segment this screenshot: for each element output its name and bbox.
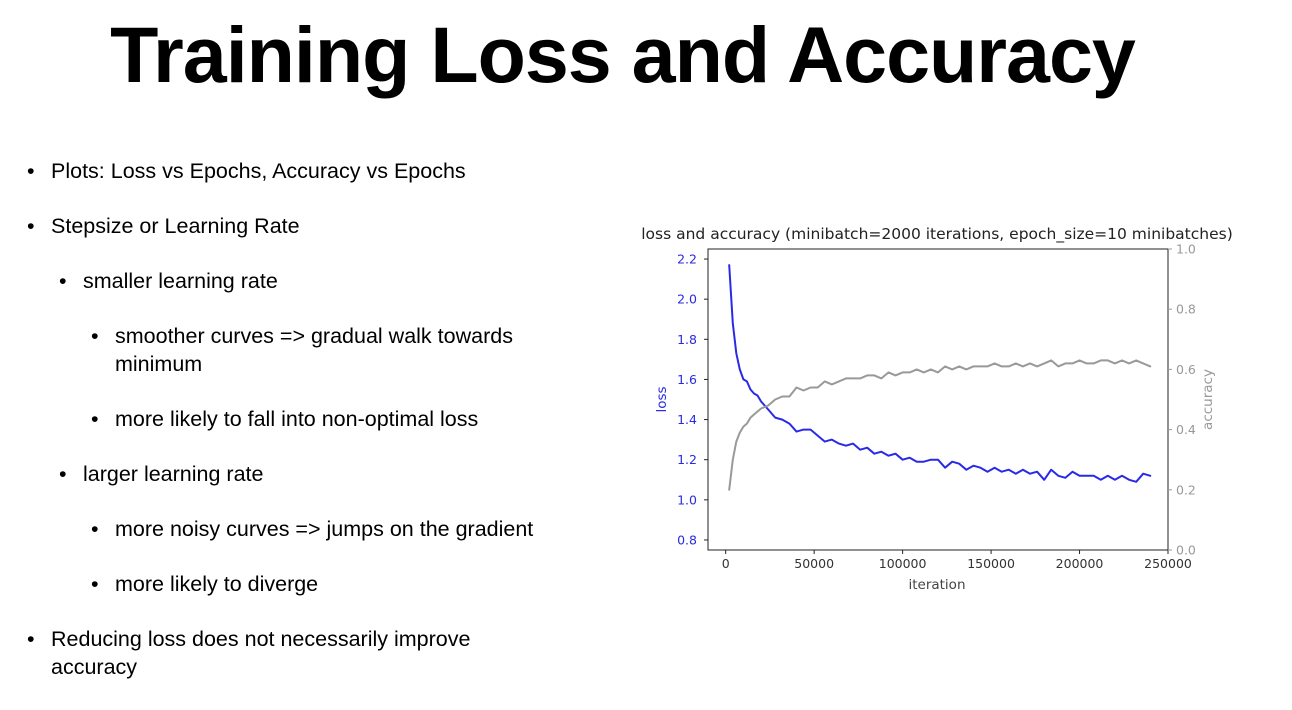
- y-left-tick-label: 1.0: [677, 492, 697, 507]
- chart-title: loss and accuracy (minibatch=2000 iterat…: [641, 225, 1233, 244]
- y-right-tick-label: 1.0: [1176, 242, 1196, 257]
- x-tick-label: 100000: [879, 556, 927, 571]
- loss-accuracy-chart: loss and accuracy (minibatch=2000 iterat…: [600, 215, 1280, 605]
- bullet-item: • more noisy curves => jumps on the grad…: [91, 515, 534, 543]
- y-axis-right: 0.0 0.2 0.4 0.6 0.8 1.0: [1168, 242, 1196, 558]
- bullet-item: • Stepsize or Learning Rate: [27, 212, 300, 240]
- y-right-tick-label: 0.4: [1176, 422, 1196, 437]
- bullet-dot: •: [91, 517, 99, 541]
- x-axis: 0 50000 100000 150000 200000 250000: [722, 550, 1192, 571]
- bullet-item: • Reducing loss does not necessarily imp…: [27, 625, 471, 681]
- bullet-text: Plots: Loss vs Epochs, Accuracy vs Epoch…: [51, 159, 466, 183]
- y-left-tick-label: 1.6: [677, 372, 697, 387]
- y-left-tick-label: 1.2: [677, 452, 697, 467]
- bullet-dot: •: [91, 407, 99, 431]
- y-left-tick-label: 1.8: [677, 332, 697, 347]
- bullet-item: • larger learning rate: [59, 460, 264, 488]
- y-left-tick-label: 1.4: [677, 412, 697, 427]
- bullet-text: smoother curves => gradual walk towards: [115, 324, 513, 348]
- bullet-item: • more likely to fall into non-optimal l…: [91, 405, 479, 433]
- y-right-tick-label: 0.2: [1176, 482, 1196, 497]
- bullet-dot: •: [91, 324, 99, 348]
- series-layer: [728, 264, 1152, 491]
- slide-title: Training Loss and Accuracy: [110, 10, 1136, 99]
- y-left-tick-label: 2.0: [677, 292, 697, 307]
- plot-frame: [707, 248, 1169, 551]
- bullet-dot: •: [59, 269, 67, 293]
- y-left-tick-label: 0.8: [677, 532, 697, 547]
- loss-series-line: [728, 264, 1152, 483]
- bullet-item: • smoother curves => gradual walk toward…: [91, 322, 513, 378]
- bullet-dot: •: [91, 572, 99, 596]
- y-right-tick-label: 0.6: [1176, 362, 1196, 377]
- x-tick-label: 150000: [967, 556, 1015, 571]
- bullet-text: more likely to fall into non-optimal los…: [115, 407, 479, 431]
- bullet-text: smaller learning rate: [83, 269, 278, 293]
- bullet-text: larger learning rate: [83, 462, 264, 486]
- bullet-text: minimum: [115, 352, 203, 376]
- y-axis-right-title: accuracy: [1200, 369, 1216, 430]
- bullet-dot: •: [27, 214, 35, 238]
- x-axis-title: iteration: [908, 577, 965, 593]
- x-tick-label: 0: [722, 556, 730, 571]
- bullet-dot: •: [59, 462, 67, 486]
- y-axis-left: 0.8 1.0 1.2 1.4 1.6 1.8 2.0 2.2: [677, 252, 708, 547]
- y-left-tick-label: 2.2: [677, 252, 697, 267]
- bullet-list: • Plots: Loss vs Epochs, Accuracy vs Epo…: [0, 0, 600, 710]
- bullet-dot: •: [27, 627, 35, 651]
- x-tick-label: 250000: [1144, 556, 1192, 571]
- y-right-tick-label: 0.8: [1176, 302, 1196, 317]
- y-axis-left-title: loss: [654, 386, 670, 412]
- bullet-text: Stepsize or Learning Rate: [51, 214, 300, 238]
- bullet-text: accuracy: [51, 655, 138, 679]
- bullet-item: • Plots: Loss vs Epochs, Accuracy vs Epo…: [27, 157, 466, 185]
- bullet-item: • more likely to diverge: [91, 570, 319, 598]
- bullet-dot: •: [27, 159, 35, 183]
- chart-svg: loss and accuracy (minibatch=2000 iterat…: [641, 225, 1233, 593]
- bullet-text: Reducing loss does not necessarily impro…: [51, 627, 471, 651]
- y-right-tick-label: 0.0: [1176, 543, 1196, 558]
- x-tick-label: 200000: [1056, 556, 1104, 571]
- bullet-text: more likely to diverge: [115, 572, 319, 596]
- accuracy-series-line: [728, 359, 1152, 491]
- x-tick-label: 50000: [794, 556, 834, 571]
- plot-area-border: [707, 248, 1169, 551]
- bullet-text: more noisy curves => jumps on the gradie…: [115, 517, 534, 541]
- bullet-item: • smaller learning rate: [59, 267, 278, 295]
